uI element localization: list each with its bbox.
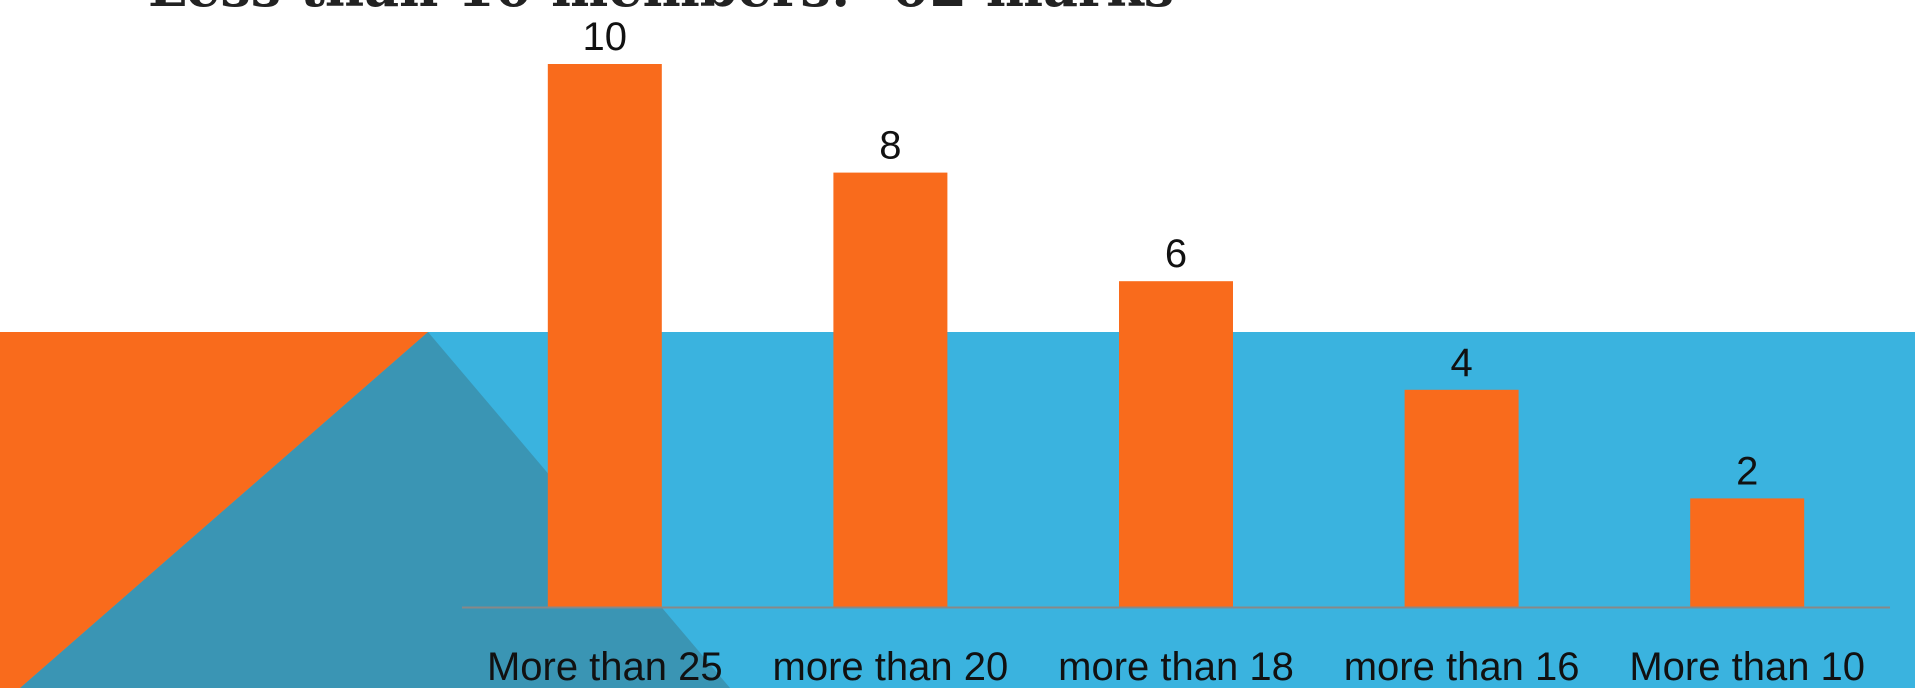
data-label-1: 10 (583, 15, 628, 59)
x-tick-label-2: more than 20 (773, 645, 1009, 688)
bar-1 (548, 64, 662, 607)
bar-5 (1690, 498, 1804, 607)
data-label-2: 8 (879, 124, 901, 168)
data-label-3: 6 (1165, 232, 1187, 276)
bar-group (548, 64, 1804, 607)
data-label-4: 4 (1450, 341, 1472, 385)
bar-2 (833, 173, 947, 607)
bar-4 (1405, 390, 1519, 607)
x-tick-label-3: more than 18 (1058, 645, 1294, 688)
x-tick-label-5: More than 10 (1629, 645, 1865, 688)
bar-3 (1119, 281, 1233, 607)
tick-label-group: More than 25 more than 20 more than 18 more… (487, 645, 1865, 688)
x-tick-label-4: more than 16 (1344, 645, 1580, 688)
data-label-5: 2 (1736, 449, 1758, 493)
x-tick-label-1: More than 25 (487, 645, 723, 688)
